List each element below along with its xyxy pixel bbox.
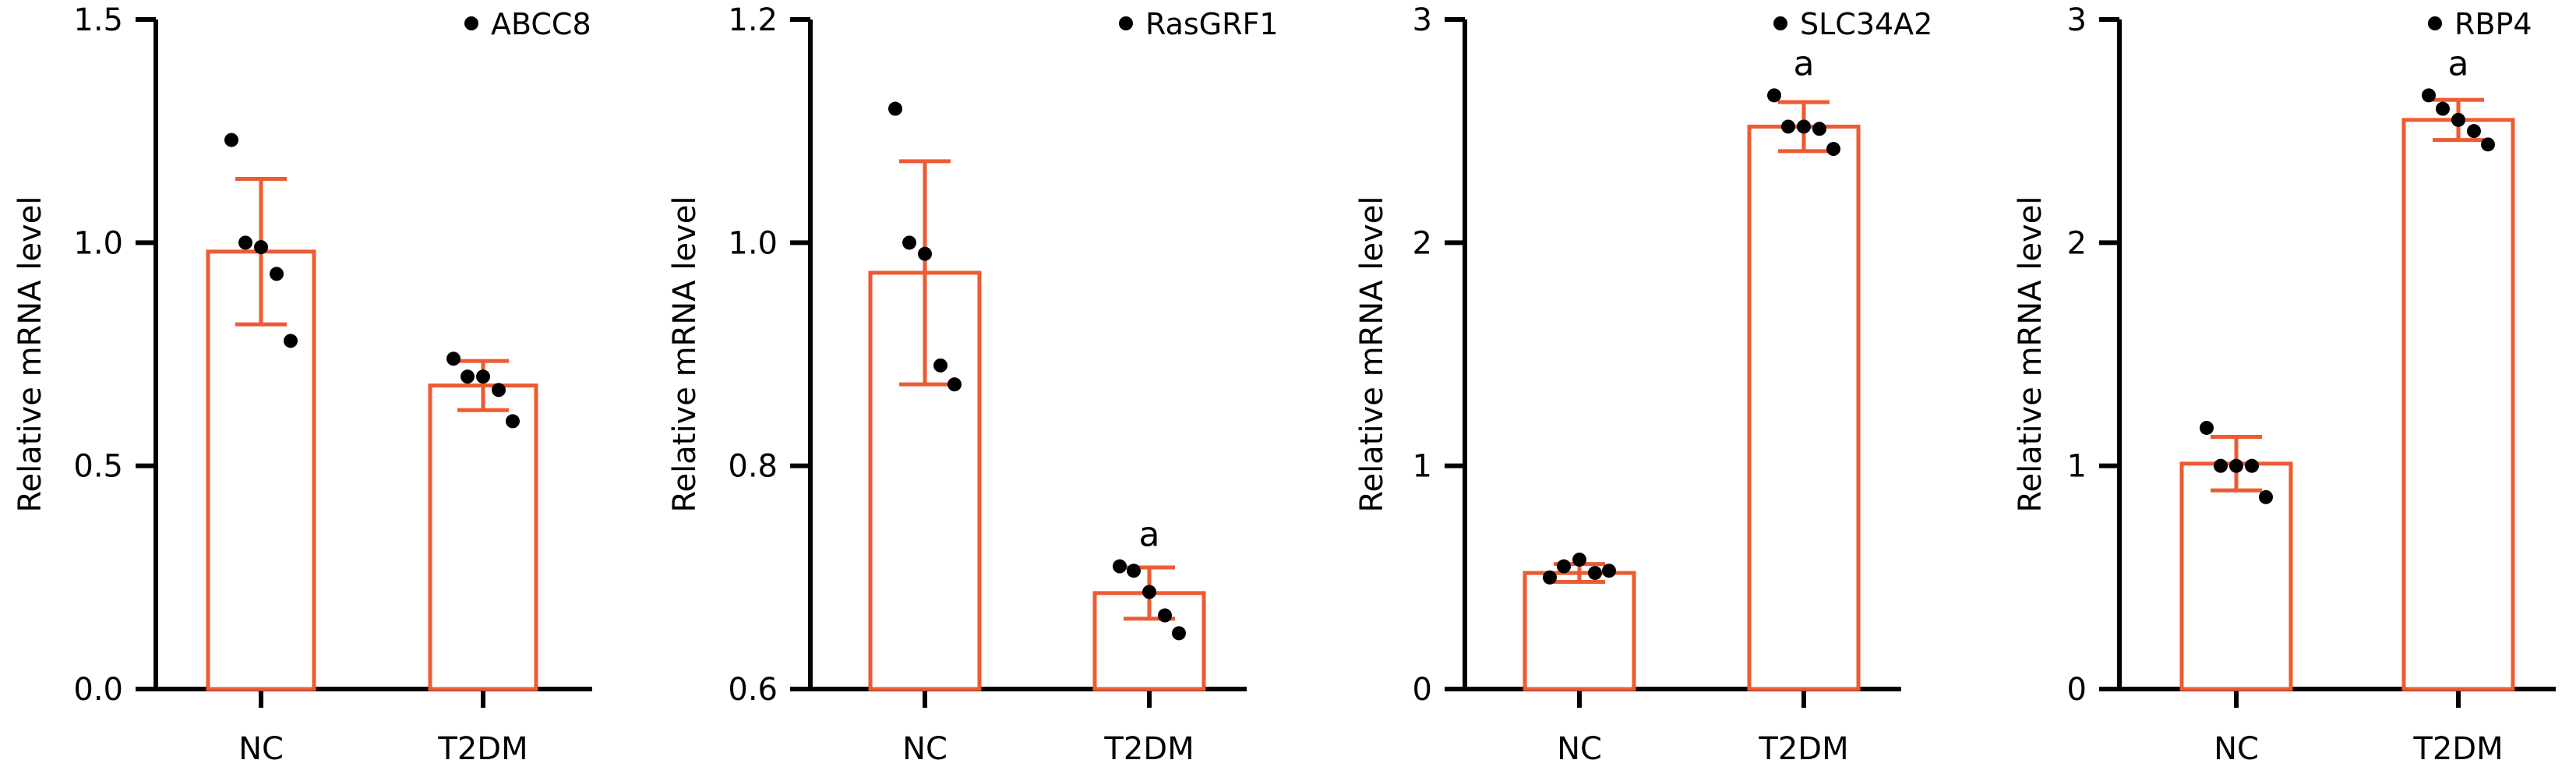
x-tick-label: T2DM (2412, 731, 2503, 767)
data-point (224, 133, 238, 147)
bar (2401, 118, 2515, 691)
y-tick-label: 3 (1413, 2, 1432, 38)
x-tick-label: T2DM (437, 731, 528, 767)
x-tick-label: NC (238, 731, 284, 767)
y-tick-label: 2 (2067, 225, 2087, 261)
y-tick-label: 0.6 (728, 672, 778, 708)
data-point (446, 352, 461, 366)
data-point (902, 235, 916, 250)
legend-label: RBP4 (2454, 7, 2532, 41)
data-point (1113, 559, 1127, 574)
legend-marker (2428, 16, 2442, 30)
x-tick-label: T2DM (1758, 731, 1848, 767)
significance-label: a (1139, 515, 1160, 555)
data-point (2422, 88, 2436, 103)
y-tick-label: 0.5 (73, 449, 123, 485)
data-point (947, 377, 962, 392)
data-point (933, 358, 947, 373)
data-point (1572, 552, 1586, 567)
data-point (2229, 458, 2243, 473)
legend-label: ABCC8 (491, 7, 591, 41)
data-point (1158, 608, 1172, 623)
legend-marker (464, 16, 478, 30)
data-point (2245, 458, 2259, 473)
data-point (1127, 564, 1141, 578)
data-point (2200, 420, 2214, 435)
y-tick-label: 3 (2067, 2, 2087, 38)
data-point (1543, 570, 1557, 585)
data-point (270, 267, 284, 281)
y-tick-label: 1.5 (73, 2, 123, 38)
data-point (2467, 124, 2481, 139)
data-point (461, 369, 475, 384)
y-tick-label: 1.2 (728, 2, 778, 38)
significance-label: a (2448, 44, 2469, 83)
x-tick-label: T2DM (1103, 731, 1194, 767)
data-point (1602, 564, 1616, 578)
y-axis-title: Relative mRNA level (12, 196, 48, 513)
data-point (1588, 566, 1602, 581)
legend-marker (1773, 16, 1787, 30)
x-tick-label: NC (1557, 731, 1602, 767)
data-point (1142, 585, 1156, 599)
y-tick-label: 1 (1413, 449, 1432, 485)
y-axis-title: Relative mRNA level (667, 196, 703, 513)
data-point (2436, 101, 2450, 116)
data-point (238, 235, 252, 250)
y-tick-label: 0 (2067, 672, 2087, 708)
significance-label: a (1794, 44, 1815, 83)
y-tick-label: 2 (1413, 225, 1432, 261)
y-tick-label: 1 (2067, 449, 2087, 485)
data-point (1172, 626, 1186, 641)
data-point (1812, 122, 1826, 136)
y-tick-label: 0.8 (728, 449, 778, 485)
legend-label: SLC34A2 (1800, 7, 1932, 41)
data-point (284, 334, 298, 348)
y-axis-title: Relative mRNA level (2013, 196, 2048, 513)
data-point (2481, 137, 2495, 152)
bar (1747, 124, 1861, 691)
data-point (1767, 88, 1781, 103)
data-point (506, 414, 520, 429)
bar (1523, 571, 1636, 691)
legend-label: RasGRF1 (1145, 7, 1279, 41)
legend-marker (1119, 16, 1133, 30)
x-tick-label: NC (902, 731, 947, 767)
y-tick-label: 0.0 (73, 672, 123, 708)
data-point (2214, 458, 2228, 473)
data-point (1797, 119, 1811, 134)
data-point (1557, 559, 1571, 574)
y-axis-title: Relative mRNA level (1354, 196, 1390, 513)
y-tick-label: 1.0 (728, 225, 778, 261)
bar (428, 383, 538, 691)
data-point (2451, 112, 2465, 127)
data-point (492, 383, 506, 398)
data-point (254, 240, 268, 255)
y-tick-label: 0 (1413, 672, 1432, 708)
data-point (476, 369, 490, 384)
data-point (918, 246, 932, 261)
y-tick-label: 1.0 (73, 225, 123, 261)
x-tick-label: NC (2214, 731, 2259, 767)
data-point (2259, 489, 2273, 504)
bar (2179, 461, 2293, 691)
data-point (1826, 142, 1840, 157)
data-point (888, 101, 902, 116)
data-point (1781, 119, 1795, 134)
